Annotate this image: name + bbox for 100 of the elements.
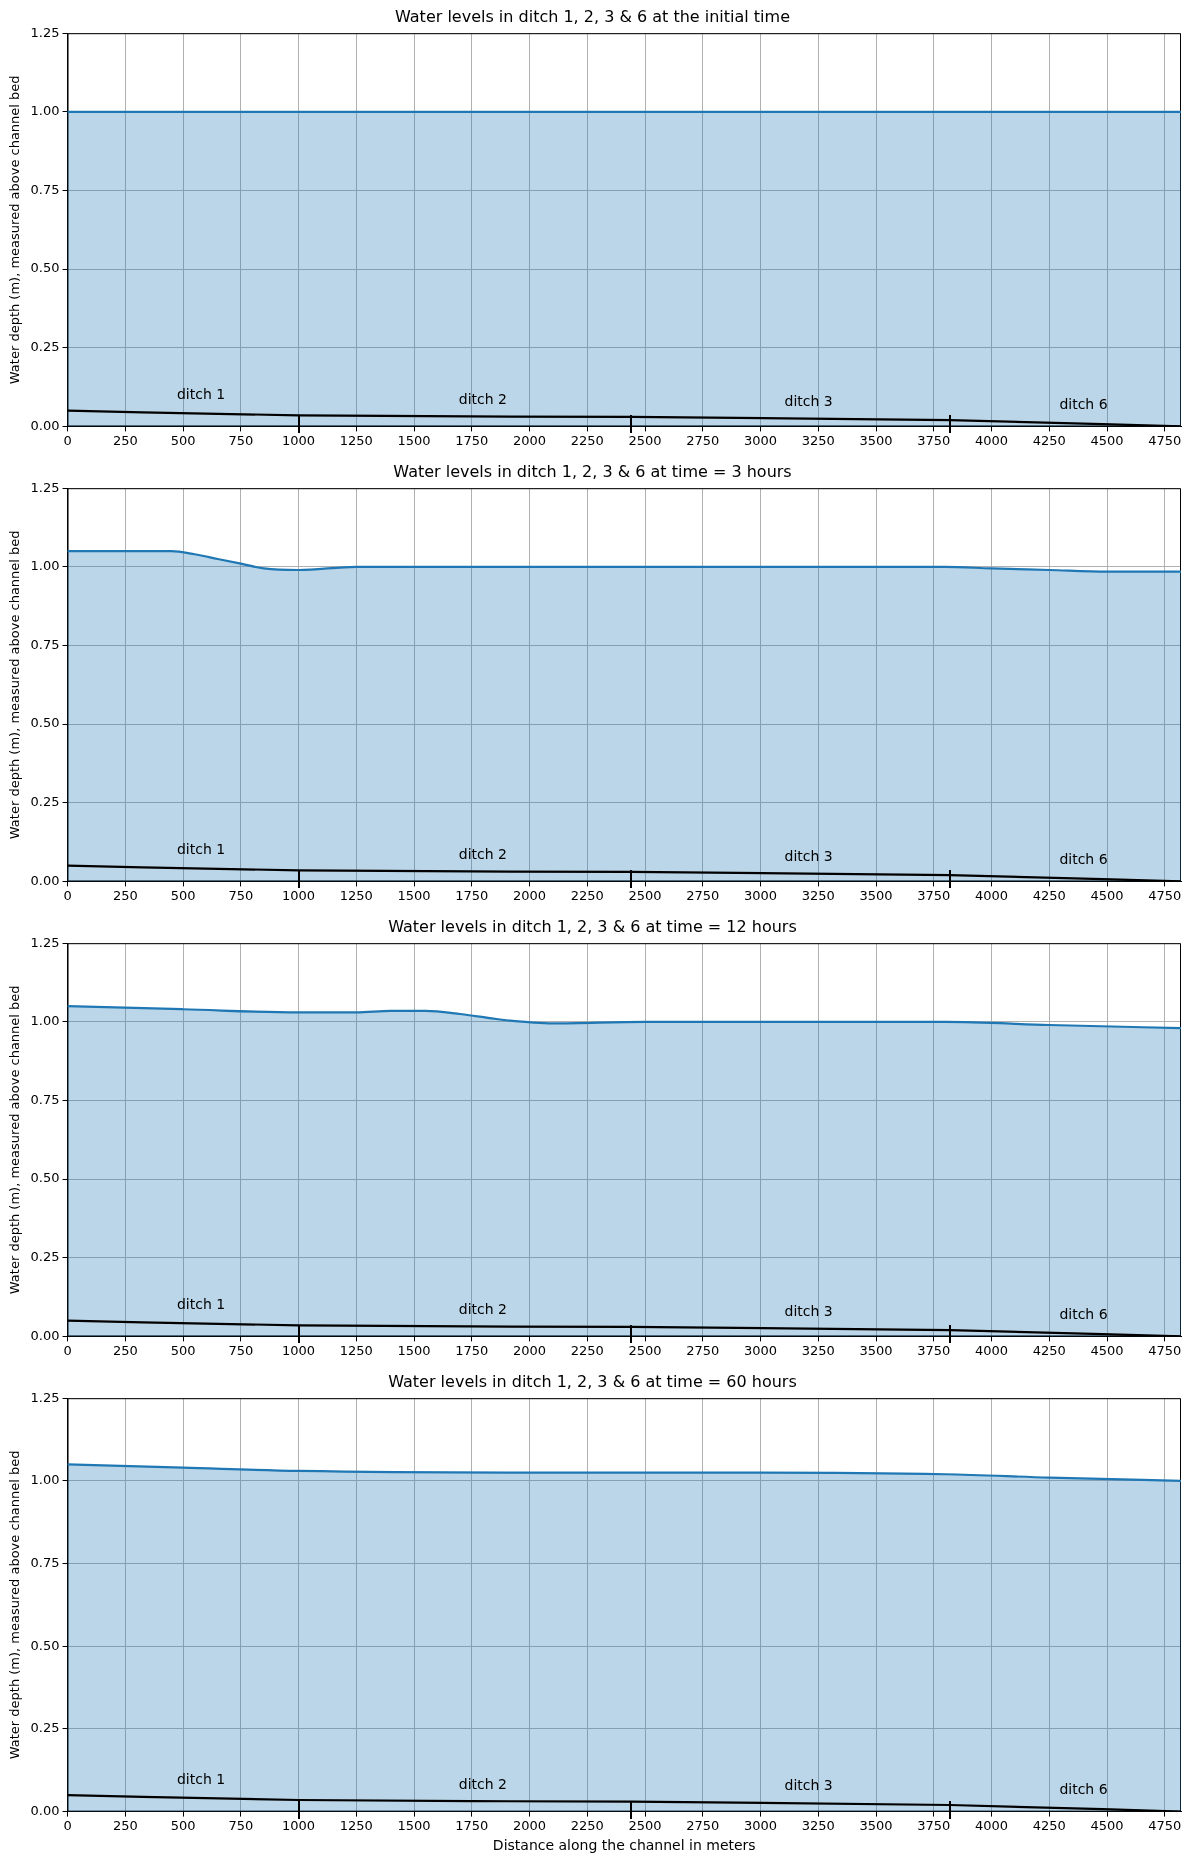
annotation: ditch 2: [458, 846, 507, 863]
x-tick-label: 500: [170, 432, 196, 448]
x-tick-label: 4000: [975, 432, 1009, 448]
x-tick-label: 250: [112, 1342, 138, 1358]
x-tick-label: 4000: [975, 1342, 1009, 1358]
x-tick-label: 500: [170, 887, 196, 903]
x-tick-label: 2250: [570, 887, 604, 903]
y-tick-label: 0.50: [30, 715, 60, 731]
annotation: ditch 6: [1059, 1780, 1108, 1797]
x-tick-label: 3500: [859, 1342, 893, 1358]
chart-title: Water levels in ditch 1, 2, 3 & 6 at time = 3 hours: [393, 461, 792, 481]
x-tick-label: 2750: [686, 887, 720, 903]
x-tick-label: 4500: [1090, 887, 1124, 903]
x-tick-label: 0: [63, 887, 72, 903]
x-tick-label: 0: [63, 432, 72, 448]
annotation: ditch 6: [1059, 1305, 1108, 1322]
x-tick-label: 750: [228, 1817, 254, 1833]
y-tick-label: 0.75: [30, 1091, 60, 1107]
x-tick-label: 4500: [1090, 432, 1124, 448]
x-tick-label: 750: [228, 432, 254, 448]
annotation: ditch 2: [458, 1775, 507, 1792]
x-tick-label: 0: [63, 1817, 72, 1833]
y-tick-label: 1.00: [30, 558, 60, 574]
x-tick-label: 750: [228, 1342, 254, 1358]
chart-title: Water levels in ditch 1, 2, 3 & 6 at time = 60 hours: [388, 1371, 797, 1391]
y-tick-label: 0.00: [30, 1802, 60, 1818]
x-tick-label: 250: [112, 887, 138, 903]
x-tick-label: 250: [112, 432, 138, 448]
x-tick-label: 0: [63, 1342, 72, 1358]
x-tick-label: 2000: [513, 887, 547, 903]
y-tick-label: 1.25: [30, 24, 60, 40]
y-tick-label: 0.50: [30, 1637, 60, 1653]
x-tick-label: 4250: [1032, 887, 1066, 903]
x-tick-label: 2250: [570, 1817, 604, 1833]
x-tick-label: 2500: [628, 432, 662, 448]
x-tick-label: 2500: [628, 887, 662, 903]
y-tick-label: 1.00: [30, 1472, 60, 1488]
y-axis-title: Water depth (m), measured above channel bed: [7, 985, 23, 1295]
annotation: ditch 3: [784, 392, 833, 409]
x-tick-label: 2750: [686, 432, 720, 448]
annotation: ditch 3: [784, 1302, 833, 1319]
x-tick-label: 4500: [1090, 1817, 1124, 1833]
x-tick-label: 4250: [1032, 1817, 1066, 1833]
y-tick-label: 0.25: [30, 794, 60, 810]
y-axis-title: Water depth (m), measured above channel bed: [7, 1450, 23, 1760]
x-tick-label: 4750: [1148, 887, 1182, 903]
x-tick-label: 3000: [744, 1817, 778, 1833]
y-tick-label: 0.25: [30, 1249, 60, 1265]
y-tick-label: 0.00: [30, 1327, 60, 1343]
x-tick-label: 2000: [513, 432, 547, 448]
x-tick-label: 1500: [397, 1817, 431, 1833]
x-tick-label: 3000: [744, 887, 778, 903]
x-tick-label: 250: [112, 1817, 138, 1833]
annotation: ditch 2: [458, 391, 507, 408]
y-axis-title: Water depth (m), measured above channel bed: [7, 75, 23, 385]
x-tick-label: 500: [170, 1817, 196, 1833]
x-tick-label: 1250: [339, 432, 373, 448]
annotation: ditch 1: [176, 386, 226, 403]
annotation: ditch 1: [176, 1296, 226, 1313]
y-tick-label: 1.25: [30, 934, 60, 950]
annotation: ditch 3: [784, 1777, 833, 1794]
y-tick-label: 1.25: [30, 1389, 60, 1405]
y-tick-label: 0.25: [30, 339, 60, 355]
chart-title: Water levels in ditch 1, 2, 3 & 6 at time = 12 hours: [388, 916, 797, 936]
x-tick-label: 2500: [628, 1817, 662, 1833]
y-tick-label: 0.25: [30, 1720, 60, 1736]
x-tick-label: 1000: [282, 1342, 316, 1358]
x-tick-label: 3750: [917, 1342, 951, 1358]
x-axis-title: Distance along the channel in meters: [492, 1837, 756, 1854]
x-tick-label: 4500: [1090, 1342, 1124, 1358]
annotation: ditch 2: [458, 1301, 507, 1318]
x-tick-label: 2750: [686, 1817, 720, 1833]
x-tick-label: 2750: [686, 1342, 720, 1358]
x-tick-label: 3000: [744, 432, 778, 448]
x-tick-label: 2000: [513, 1817, 547, 1833]
x-tick-label: 3750: [917, 432, 951, 448]
annotation: ditch 3: [784, 847, 833, 864]
y-tick-label: 1.25: [30, 479, 60, 495]
y-tick-label: 0.50: [30, 260, 60, 276]
y-tick-label: 0.50: [30, 1170, 60, 1186]
x-tick-label: 2250: [570, 432, 604, 448]
x-tick-label: 4000: [975, 887, 1009, 903]
x-tick-label: 1500: [397, 1342, 431, 1358]
x-tick-label: 3500: [859, 887, 893, 903]
x-tick-label: 4250: [1032, 432, 1066, 448]
x-tick-label: 4750: [1148, 1817, 1182, 1833]
chart-title: Water levels in ditch 1, 2, 3 & 6 at the initial time: [395, 6, 790, 26]
x-tick-label: 3250: [801, 432, 835, 448]
x-tick-label: 3500: [859, 1817, 893, 1833]
annotation: ditch 1: [176, 841, 226, 858]
annotation: ditch 6: [1059, 850, 1108, 867]
y-tick-label: 0.75: [30, 636, 60, 652]
x-tick-label: 2250: [570, 1342, 604, 1358]
x-tick-label: 1750: [455, 1817, 489, 1833]
y-tick-label: 0.00: [30, 872, 60, 888]
x-tick-label: 1000: [282, 887, 316, 903]
x-tick-label: 3750: [917, 887, 951, 903]
y-axis-title: Water depth (m), measured above channel bed: [7, 530, 23, 840]
x-tick-label: 1500: [397, 432, 431, 448]
x-tick-label: 1750: [455, 1342, 489, 1358]
